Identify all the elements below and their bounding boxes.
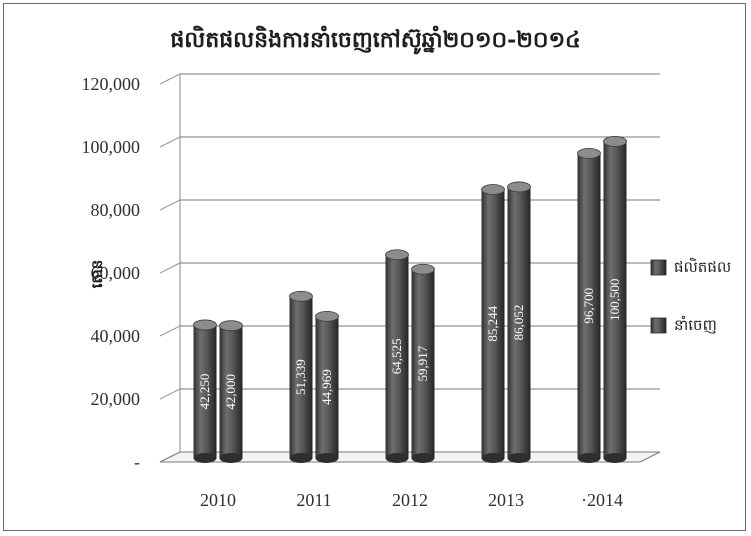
bar-top [507, 181, 531, 193]
x-tick-label: ·2014 [581, 490, 623, 510]
bar-top [603, 136, 627, 147]
y-tick-label: 120,000 [82, 74, 141, 94]
y-tick-label: - [134, 452, 140, 472]
bar: 85,244 [481, 184, 505, 463]
bar-body [315, 316, 339, 458]
bar-body [603, 141, 627, 459]
bar-base [315, 453, 339, 463]
bars: 42,250 42,000 51,339 44,969 64,525 59,917 85,2… [193, 136, 627, 463]
data-label: 86,052 [511, 305, 526, 341]
y-tick-label: 40,000 [91, 326, 141, 346]
bar: 51,339 [289, 290, 313, 463]
bar-top [385, 249, 409, 261]
data-label: 51,339 [293, 359, 308, 395]
bar-body [385, 254, 409, 458]
bar: 96,700 [577, 147, 601, 463]
legend-label: ផលិតផល [674, 257, 731, 276]
bar-top [411, 263, 435, 275]
data-label: 44,969 [319, 369, 334, 405]
bar-body [219, 325, 243, 458]
bar-body [411, 269, 435, 458]
bar: 86,052 [507, 181, 531, 463]
data-label: 59,917 [415, 345, 430, 381]
legend: ផលិតផលនាំចេញ [650, 257, 731, 334]
axis-ticks: - 20,000 40,000 60,000 80,000 100,000 120,000 2… [82, 74, 624, 510]
bar-body [577, 153, 601, 458]
y-tick-label: 20,000 [91, 389, 141, 409]
data-label: 100,500 [607, 279, 622, 321]
data-label: 64,525 [389, 338, 404, 374]
x-tick-label: 2011 [296, 490, 331, 510]
legend-swatch [650, 317, 667, 334]
y-tick-label: 80,000 [91, 200, 141, 220]
bar: 100,500 [603, 136, 627, 463]
bar-base [603, 453, 627, 463]
bar-base [289, 453, 313, 463]
x-tick-label: 2013 [488, 490, 524, 510]
gridline-side [159, 262, 181, 274]
y-tick-label: 60,000 [91, 263, 141, 283]
bar-top [219, 320, 243, 332]
gridline-side [159, 136, 181, 148]
bar-top [289, 290, 313, 302]
bar-base [507, 453, 531, 463]
bar-top [481, 184, 505, 195]
gridline-side [159, 388, 181, 400]
bar-body [193, 324, 217, 458]
legend-swatch [650, 259, 667, 276]
bar-base [481, 453, 505, 463]
bar: 59,917 [411, 263, 435, 463]
bar: 44,969 [315, 310, 339, 463]
legend-label: នាំចេញ [674, 315, 717, 334]
y-axis-label: តោន [88, 260, 106, 289]
gridline-side [159, 199, 181, 211]
bar-base [411, 453, 435, 463]
bar-top [577, 147, 601, 159]
data-label: 96,700 [581, 288, 596, 324]
chart-title: ផលិតផលនិងការនាំចេញកៅស៊ូឆ្នាំ២០១០-២០១៤ [170, 27, 581, 53]
bar-base [219, 453, 243, 463]
bar: 42,250 [193, 319, 217, 463]
gridline-side [159, 325, 181, 337]
y-tick-label: 100,000 [82, 137, 141, 157]
bar-top [315, 310, 339, 322]
bar-top [193, 319, 217, 331]
chart-floor [159, 451, 661, 463]
bar: 42,000 [219, 320, 243, 463]
data-label: 42,000 [223, 374, 238, 410]
x-tick-label: 2010 [200, 490, 236, 510]
bar-body [289, 296, 313, 458]
data-label: 42,250 [197, 374, 212, 410]
x-tick-label: 2012 [392, 490, 428, 510]
bar-body [481, 189, 505, 459]
bar-base [577, 453, 601, 463]
bar-base [385, 453, 409, 463]
data-label: 85,244 [485, 305, 500, 341]
bar-body [507, 186, 531, 458]
gridline-side [159, 73, 181, 85]
bar: 64,525 [385, 249, 409, 463]
bar-base [193, 453, 217, 463]
